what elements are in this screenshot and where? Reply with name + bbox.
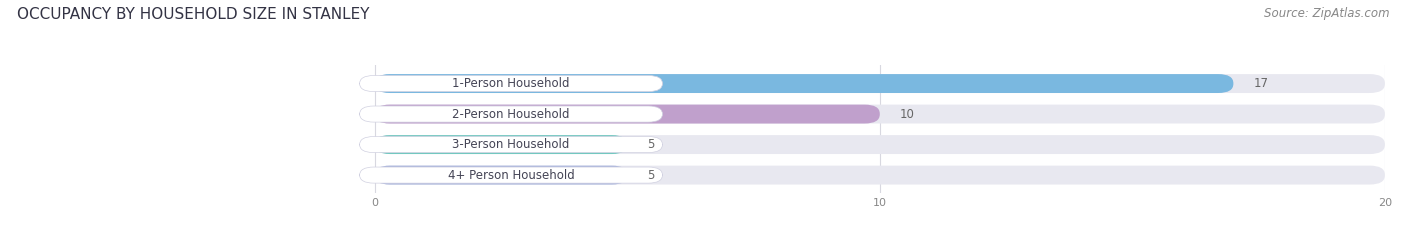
Text: 5: 5 <box>647 138 655 151</box>
FancyBboxPatch shape <box>374 135 1385 154</box>
FancyBboxPatch shape <box>374 105 880 123</box>
FancyBboxPatch shape <box>374 135 627 154</box>
FancyBboxPatch shape <box>360 75 662 92</box>
Text: 1-Person Household: 1-Person Household <box>453 77 569 90</box>
Text: Source: ZipAtlas.com: Source: ZipAtlas.com <box>1264 7 1389 20</box>
Text: 4+ Person Household: 4+ Person Household <box>447 169 575 182</box>
FancyBboxPatch shape <box>360 106 662 122</box>
FancyBboxPatch shape <box>374 166 627 185</box>
FancyBboxPatch shape <box>374 74 1233 93</box>
FancyBboxPatch shape <box>374 105 1385 123</box>
Text: 3-Person Household: 3-Person Household <box>453 138 569 151</box>
Text: 2-Person Household: 2-Person Household <box>453 108 569 120</box>
Text: OCCUPANCY BY HOUSEHOLD SIZE IN STANLEY: OCCUPANCY BY HOUSEHOLD SIZE IN STANLEY <box>17 7 370 22</box>
FancyBboxPatch shape <box>374 166 1385 185</box>
FancyBboxPatch shape <box>360 137 662 153</box>
Text: 17: 17 <box>1254 77 1268 90</box>
Text: 5: 5 <box>647 169 655 182</box>
Text: 10: 10 <box>900 108 915 120</box>
FancyBboxPatch shape <box>360 167 662 183</box>
FancyBboxPatch shape <box>374 74 1385 93</box>
